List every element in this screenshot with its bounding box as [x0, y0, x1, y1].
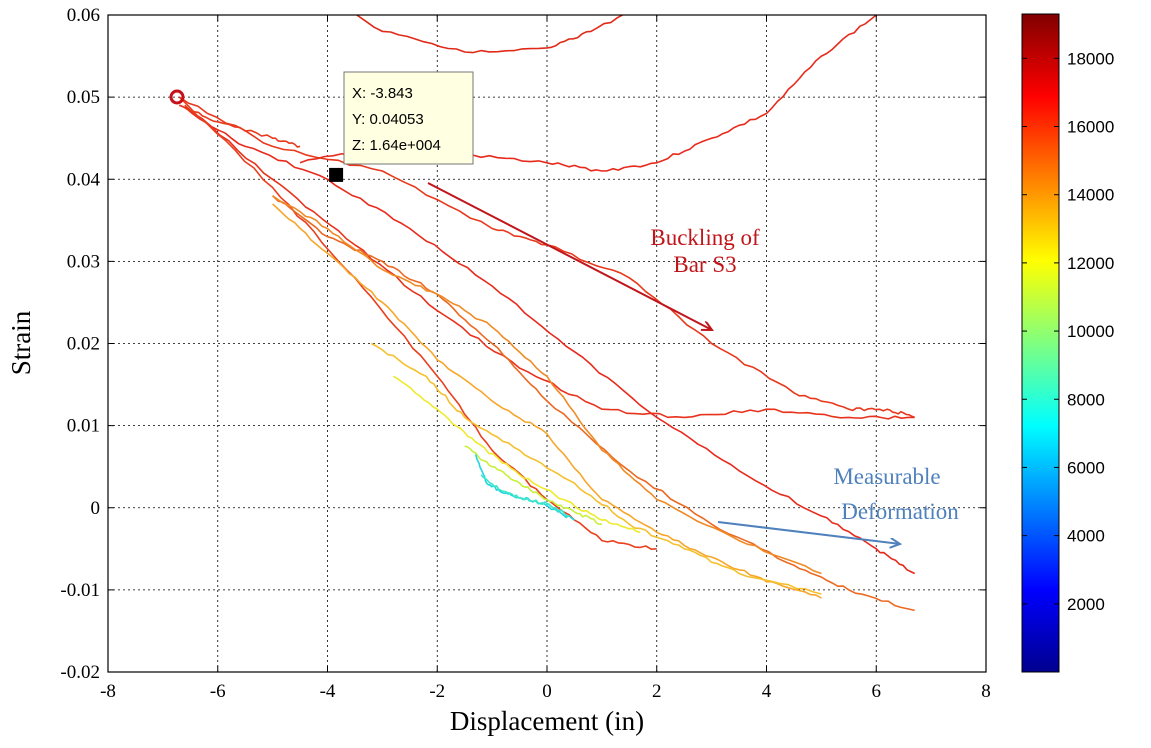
x-tick-label: 4 [762, 681, 772, 702]
colorbar-tick-label: 4000 [1067, 527, 1105, 546]
y-tick-label: -0.01 [60, 580, 100, 601]
y-tick-label: 0.02 [67, 334, 100, 355]
x-axis-title: Displacement (in) [450, 706, 644, 736]
datatip-y: Y: 0.04053 [352, 111, 424, 128]
data-series-line [371, 342, 822, 595]
colorbar-tick-label: 14000 [1067, 186, 1114, 205]
buckling-label-line-1: Buckling of [650, 225, 760, 250]
y-tick-label: 0 [91, 498, 101, 519]
colorbar [1021, 13, 1060, 673]
data-series-line [272, 195, 822, 575]
x-tick-label: -2 [429, 681, 445, 702]
data-series-line [179, 104, 301, 148]
y-tick-label: 0.03 [67, 251, 100, 272]
colorbar-tick-label: 8000 [1067, 390, 1105, 409]
colorbar-ticks: 2000 4000 6000 8000 10000 12000 14000 16000 1800… [1022, 49, 1114, 614]
colorbar-tick-label: 12000 [1067, 254, 1114, 273]
data-series-line [480, 474, 570, 517]
data-series-line [392, 375, 641, 534]
x-tick-label: -4 [320, 681, 336, 702]
colorbar-tick-label: 10000 [1067, 322, 1114, 341]
axis-ticks: -8 -6 -4 -2 0 2 4 6 8 -0.02 -0.01 0 0.01 0.02 0.03 0.04… [60, 5, 990, 702]
x-tick-label: 6 [872, 681, 882, 702]
data-series-line [355, 15, 625, 54]
y-tick-label: 0.04 [67, 169, 101, 190]
buckling-arrow [427, 182, 712, 330]
x-tick-label: -6 [210, 681, 226, 702]
y-tick-label: 0.01 [67, 416, 100, 437]
deformation-arrow [717, 521, 900, 544]
data-series-line [464, 445, 602, 526]
x-tick-label: 0 [542, 681, 552, 702]
datatip-box[interactable] [343, 71, 474, 165]
data-series-line [272, 203, 822, 599]
colorbar-tick-label: 6000 [1067, 458, 1105, 477]
x-tick-label: 8 [981, 681, 991, 702]
y-tick-label: 0.06 [67, 5, 100, 26]
data-series-line [178, 96, 657, 551]
colorbar-tick-label: 2000 [1067, 595, 1105, 614]
datatip-marker[interactable] [329, 167, 344, 182]
buckling-label-line-2: Bar S3 [673, 252, 736, 277]
deformation-label-line-2: Deformation [841, 499, 959, 524]
y-axis-title: Strain [6, 310, 36, 375]
y-tick-label: 0.05 [67, 87, 100, 108]
data-series-line [184, 104, 915, 420]
datatip-z: Z: 1.64e+004 [352, 137, 441, 154]
colorbar-tick-label: 18000 [1067, 49, 1114, 68]
deformation-label-line-1: Measurable [833, 464, 940, 489]
data-series-line [178, 104, 916, 575]
y-tick-label: -0.02 [60, 662, 100, 683]
start-marker [169, 89, 185, 105]
x-tick-label: -8 [100, 681, 116, 702]
colorbar-tick-label: 16000 [1067, 118, 1114, 137]
x-tick-label: 2 [652, 681, 662, 702]
data-series-line [272, 195, 915, 612]
datatip-x: X: -3.843 [352, 85, 413, 102]
